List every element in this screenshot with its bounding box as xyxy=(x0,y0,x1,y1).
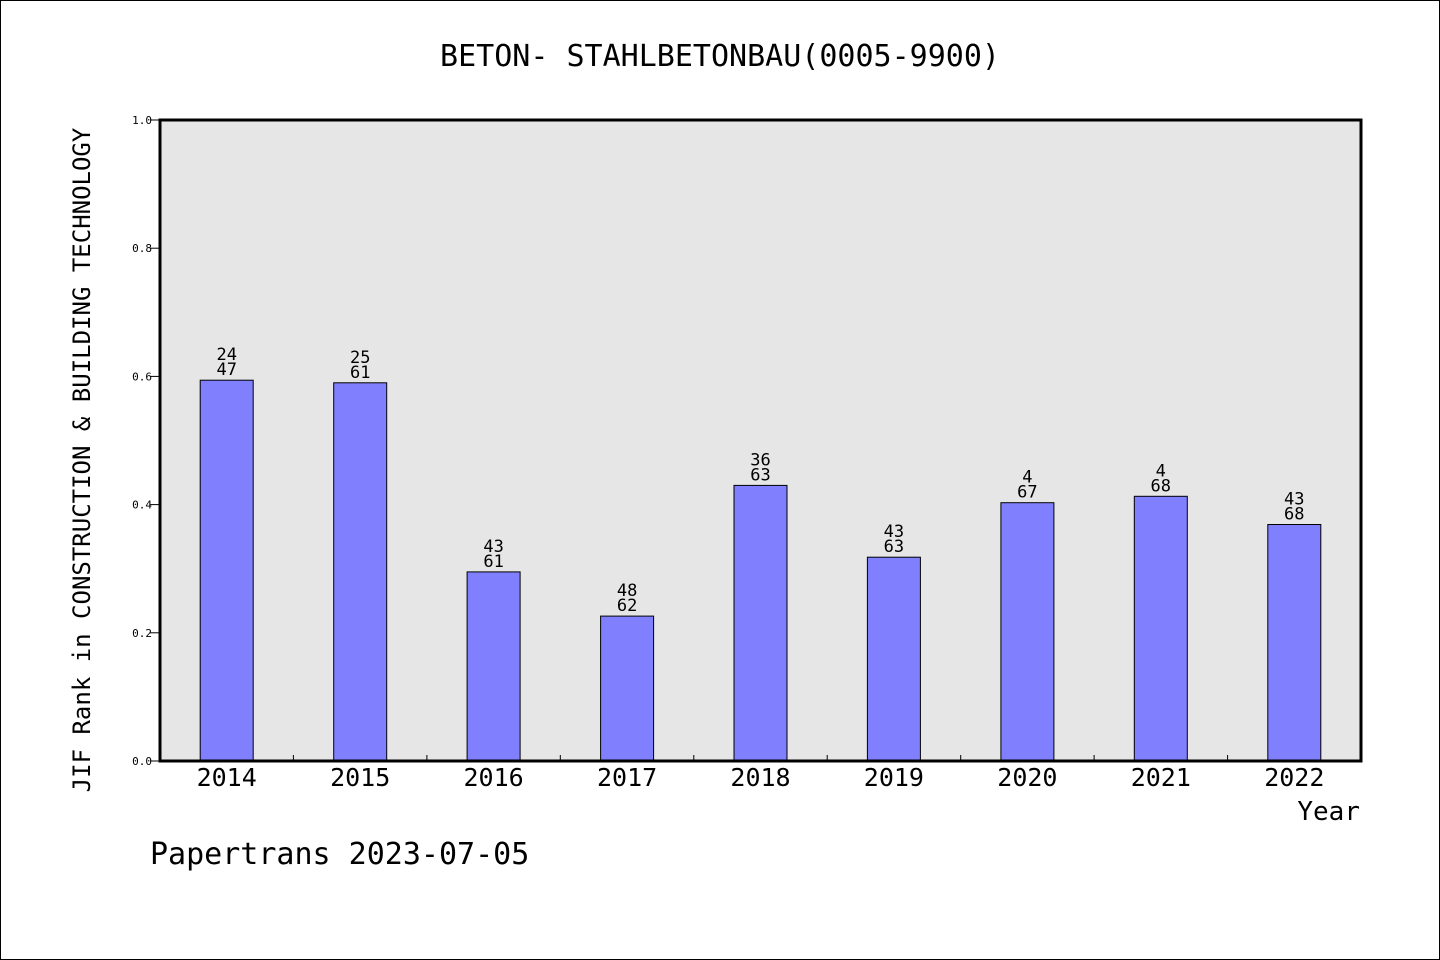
bar-label-bottom-2021: 68 xyxy=(1151,476,1171,496)
bar-2015 xyxy=(333,382,388,762)
bar-2022 xyxy=(1267,524,1322,762)
y-tick-label: 0.4 xyxy=(132,499,152,512)
bar-2014 xyxy=(199,379,254,762)
x-tick-label-2020: 2020 xyxy=(997,763,1057,792)
bar-2016 xyxy=(466,571,521,762)
bar-label-top-2019: 43 xyxy=(884,522,904,542)
bar-label-bottom-2022: 68 xyxy=(1284,505,1304,525)
bar-label-top-2015: 25 xyxy=(350,348,370,368)
bar-label-bottom-2014: 47 xyxy=(216,360,236,380)
bar-2019 xyxy=(866,556,921,762)
bar-label-top-2017: 48 xyxy=(617,581,637,601)
bar-label-top-2016: 43 xyxy=(483,537,503,557)
y-tick-label: 0.8 xyxy=(132,242,152,255)
y-tick-label: 0.0 xyxy=(132,755,152,768)
y-axis-label: JIF Rank in CONSTRUCTION & BUILDING TECH… xyxy=(68,127,96,792)
chart-title: BETON- STAHLBETONBAU(0005-9900) xyxy=(440,39,1000,74)
bar-label-top-2018: 36 xyxy=(750,450,770,470)
bar-label-bottom-2018: 63 xyxy=(750,465,770,485)
y-tick-label: 0.2 xyxy=(132,627,152,640)
plot-border xyxy=(158,118,1363,763)
bar-2021 xyxy=(1133,495,1188,762)
footer-credit: Papertrans 2023-07-05 xyxy=(150,837,529,872)
x-tick-label-2018: 2018 xyxy=(730,763,790,792)
bar-2017 xyxy=(600,615,655,762)
y-tick-label: 1.0 xyxy=(132,114,152,127)
bar-label-bottom-2019: 63 xyxy=(884,537,904,557)
x-tick-label-2016: 2016 xyxy=(463,763,523,792)
bar-label-bottom-2017: 62 xyxy=(617,596,637,616)
bar-label-bottom-2015: 61 xyxy=(350,363,370,383)
x-tick-label-2022: 2022 xyxy=(1264,763,1324,792)
y-tick-label: 0.6 xyxy=(132,370,152,383)
bar-label-top-2014: 24 xyxy=(216,345,236,365)
x-tick-label-2014: 2014 xyxy=(197,763,257,792)
bar-label-top-2021: 4 xyxy=(1156,461,1166,481)
x-tick-label-2015: 2015 xyxy=(330,763,390,792)
x-tick-label-2021: 2021 xyxy=(1131,763,1191,792)
bar-2020 xyxy=(1000,502,1055,762)
bar-label-bottom-2016: 61 xyxy=(483,552,503,572)
bar-2018 xyxy=(733,484,788,762)
bar-label-bottom-2020: 67 xyxy=(1017,483,1037,503)
axis-ticks: 2014 2015 2016 2017 2018 2019 2020 2021 2022 0.0 0… xyxy=(132,114,1324,792)
x-tick-label-2019: 2019 xyxy=(864,763,924,792)
x-axis-label: Year xyxy=(1297,797,1360,827)
bars-layer xyxy=(199,379,1322,762)
x-tick-label-2017: 2017 xyxy=(597,763,657,792)
bar-label-top-2020: 4 xyxy=(1022,468,1032,488)
bar-label-top-2022: 43 xyxy=(1284,490,1304,510)
